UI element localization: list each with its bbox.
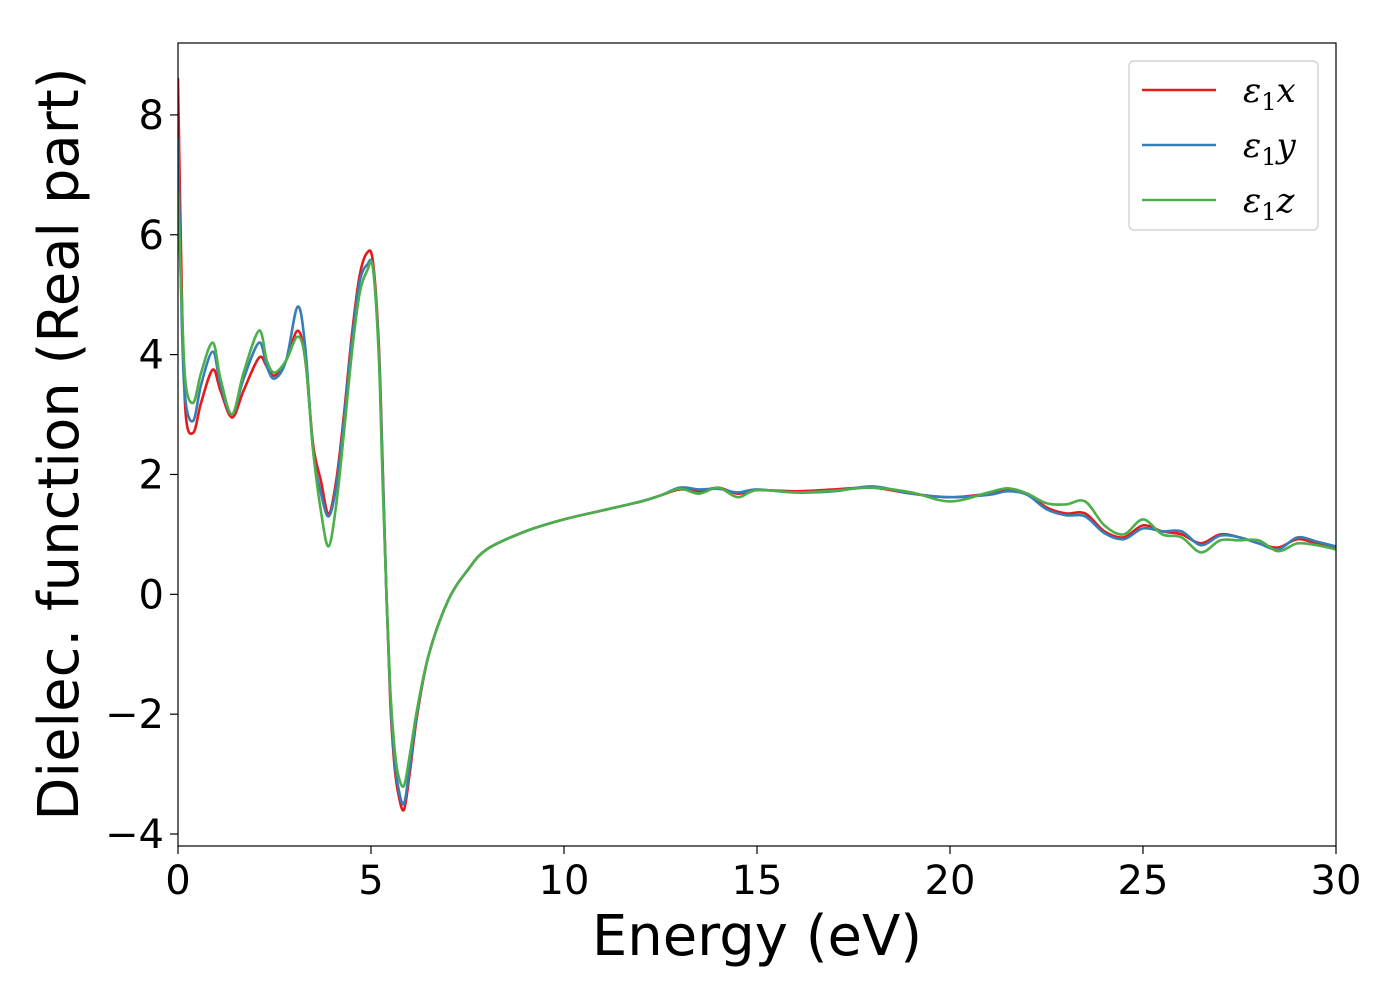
x-tick-label: 5 xyxy=(358,858,383,904)
series-line-z xyxy=(178,191,1336,789)
legend: ε1x ε1y ε1z xyxy=(1128,60,1319,231)
y-axis: −4 −2 0 2 4 6 8 xyxy=(105,93,178,858)
y-tick-label: 2 xyxy=(139,452,164,498)
y-tick-label: 6 xyxy=(139,213,164,259)
x-tick-label: 30 xyxy=(1311,858,1362,904)
y-tick-label: 4 xyxy=(139,333,164,379)
y-tick-label: −4 xyxy=(105,812,164,858)
y-axis-title: Dielec. function (Real part) xyxy=(27,67,92,820)
legend-frame xyxy=(1128,60,1319,231)
y-tick-label: −2 xyxy=(105,692,164,738)
x-tick-label: 10 xyxy=(539,858,590,904)
plot-lines xyxy=(178,77,1336,812)
x-axis-title: Energy (eV) xyxy=(592,904,922,969)
y-tick-label: 8 xyxy=(139,93,164,139)
series-line-y xyxy=(178,137,1336,806)
x-tick-label: 20 xyxy=(925,858,976,904)
x-tick-label: 15 xyxy=(732,858,783,904)
x-tick-label: 0 xyxy=(165,858,190,904)
y-tick-label: 0 xyxy=(139,572,164,618)
legend-label-x: ε1x xyxy=(1243,71,1296,116)
legend-label-z: ε1z xyxy=(1243,181,1296,226)
x-tick-label: 25 xyxy=(1118,858,1169,904)
x-axis: 0 5 10 15 20 25 30 xyxy=(165,846,1361,904)
legend-label-y: ε1y xyxy=(1243,126,1297,171)
